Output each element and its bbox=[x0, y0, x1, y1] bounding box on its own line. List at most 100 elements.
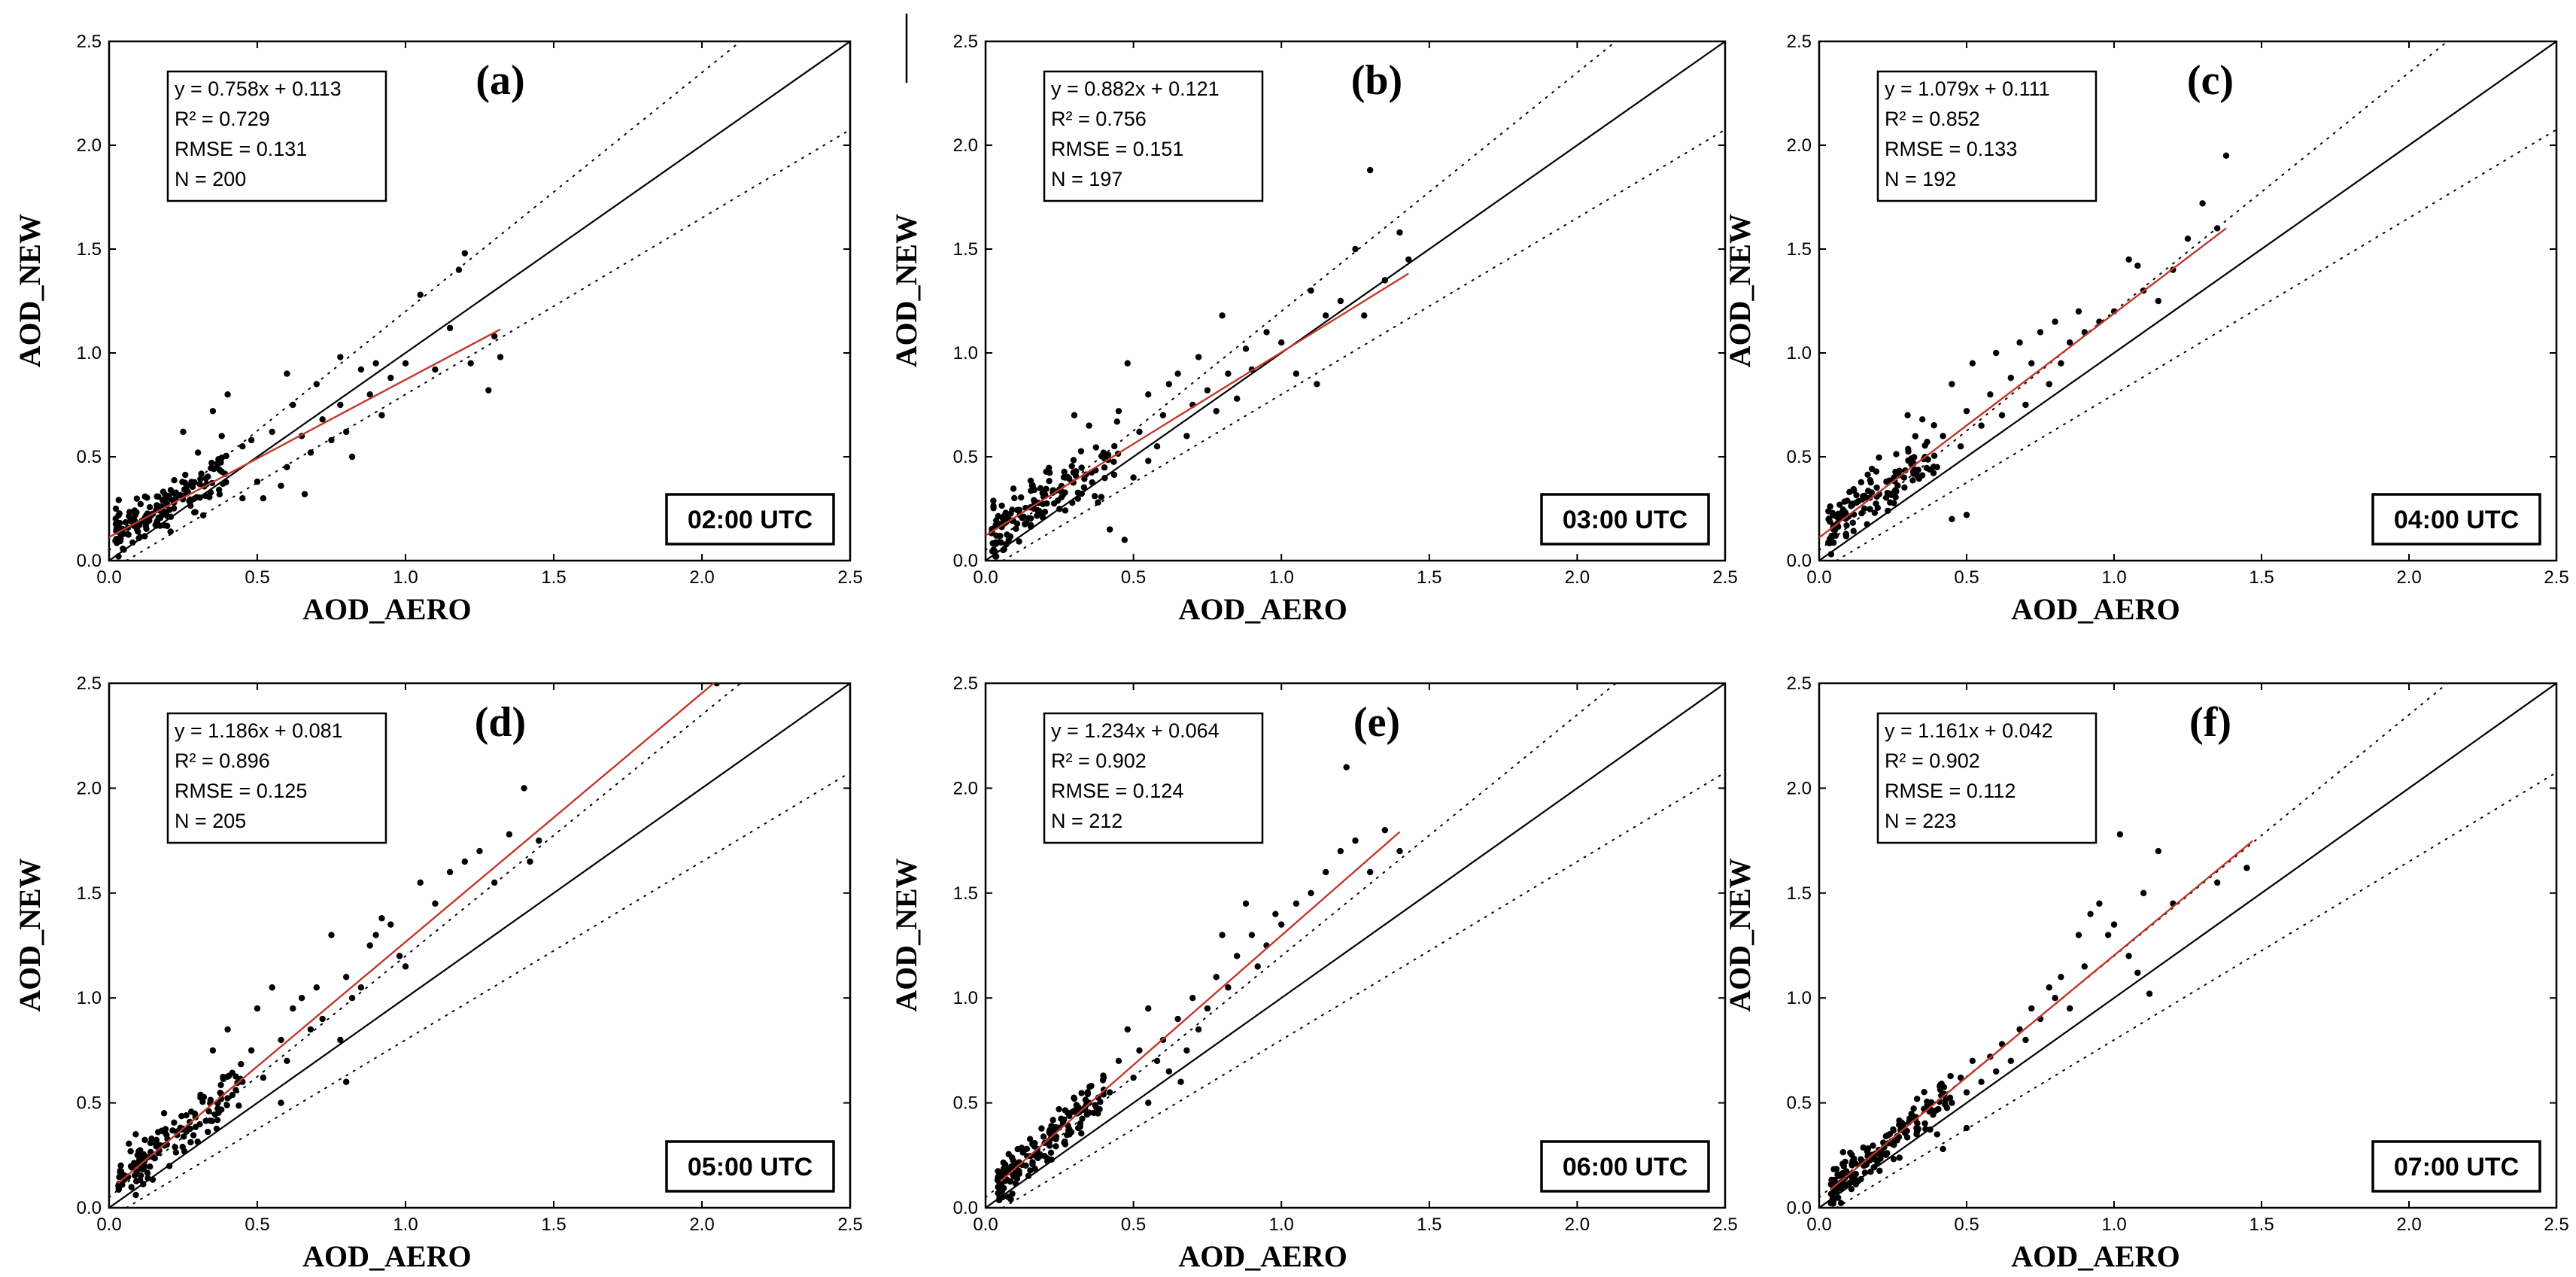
scatter-point bbox=[2067, 1005, 2073, 1012]
scatter-point bbox=[1031, 1143, 1038, 1150]
y-axis-label: AOD_NEW bbox=[889, 858, 923, 1011]
scatter-point bbox=[1056, 1105, 1062, 1113]
scatter-point bbox=[357, 984, 365, 991]
scatter-point bbox=[348, 995, 356, 1002]
x-tick-label: 0.0 bbox=[1806, 1215, 1831, 1235]
scatter-point bbox=[506, 831, 513, 838]
scatter-point bbox=[1113, 418, 1120, 425]
scatter-point bbox=[159, 488, 167, 495]
scatter-point bbox=[2022, 401, 2029, 409]
scatter-point bbox=[1915, 475, 1923, 482]
stats-box-frame bbox=[1876, 712, 2098, 844]
scatter-point bbox=[1018, 494, 1025, 501]
panel-f: 0.0 0.5 1.0 1.5 2.0 2.5 0.0 0.5 1.0 1.5 2.0 2.5 AOD_… bbox=[1723, 673, 2569, 1273]
scatter-point bbox=[1933, 1107, 1940, 1114]
scatter-point bbox=[2022, 1036, 2029, 1044]
scatter-point bbox=[1027, 477, 1034, 485]
scatter-point bbox=[1153, 1057, 1161, 1065]
scatter-point bbox=[1005, 1166, 1012, 1172]
scatter-point bbox=[195, 449, 202, 456]
scatter-point bbox=[1213, 974, 1220, 981]
scatter-point bbox=[133, 509, 140, 516]
stats-line: RMSE = 0.112 bbox=[1885, 780, 2016, 802]
scatter-point bbox=[1870, 1142, 1876, 1149]
scatter-point bbox=[260, 1074, 267, 1081]
scatter-point bbox=[1896, 1154, 1903, 1161]
scatter-point bbox=[1225, 984, 1232, 991]
scatter-point bbox=[1106, 526, 1113, 533]
scatter-point bbox=[1963, 512, 1970, 518]
scatter-point bbox=[1195, 1026, 1202, 1033]
x-tick-label: 2.5 bbox=[1712, 567, 1737, 588]
scatter-point bbox=[248, 436, 255, 444]
time-label-frame bbox=[1540, 1140, 1710, 1193]
scatter-point bbox=[1930, 470, 1937, 476]
scatter-point bbox=[1322, 312, 1329, 319]
scatter-point bbox=[127, 515, 134, 522]
y-tick-label: 2.5 bbox=[77, 32, 102, 52]
scatter-point bbox=[1074, 495, 1081, 502]
y-tick-label: 1.0 bbox=[1787, 343, 1812, 363]
scatter-point bbox=[1278, 921, 1285, 928]
scatter-point bbox=[1924, 1100, 1932, 1108]
scatter-point bbox=[1071, 412, 1078, 418]
y-axis-label: AOD_NEW bbox=[13, 214, 47, 367]
lower-envelope-line bbox=[1836, 771, 2556, 1208]
scatter-point bbox=[1405, 256, 1412, 263]
x-axis-label: AOD_AERO bbox=[1178, 1239, 1347, 1273]
scatter-point bbox=[998, 539, 1004, 546]
scatter-point bbox=[1037, 485, 1044, 491]
scatter-point bbox=[284, 1057, 290, 1065]
stats-box: y = 0.758x + 0.113 R² = 0.729 RMSE = 0.131… bbox=[166, 70, 387, 202]
scatter-point bbox=[1909, 468, 1917, 476]
scatter-point bbox=[284, 464, 290, 470]
scatter-point bbox=[1174, 1015, 1181, 1023]
scatter-point bbox=[232, 1073, 239, 1080]
scatter-point bbox=[313, 381, 320, 388]
y-tick-label: 2.5 bbox=[1787, 673, 1812, 694]
scatter-point bbox=[1110, 471, 1118, 479]
scatter-point bbox=[1864, 488, 1872, 494]
time-label-frame bbox=[2371, 1140, 2541, 1193]
scatter-point bbox=[1022, 1162, 1029, 1169]
scatter-point bbox=[284, 370, 290, 377]
scatter-point bbox=[2134, 262, 2141, 269]
x-tick-label: 0.5 bbox=[1121, 567, 1146, 588]
scatter-point bbox=[432, 366, 439, 373]
lower-envelope-line bbox=[1002, 771, 1725, 1208]
scatter-point bbox=[1993, 349, 2000, 357]
stats-line: y = 1.161x + 0.042 bbox=[1885, 719, 2053, 742]
scatter-point bbox=[446, 324, 454, 332]
one-to-one-line bbox=[1819, 41, 2556, 561]
scatter-point bbox=[2046, 984, 2052, 991]
scatter-point bbox=[476, 847, 483, 855]
x-tick-label: 1.5 bbox=[1417, 567, 1441, 588]
y-tick-label: 2.0 bbox=[1787, 778, 1812, 798]
scatter-point bbox=[1322, 868, 1329, 876]
scatter-point bbox=[1969, 360, 1976, 366]
scatter-point bbox=[1159, 412, 1167, 418]
scatter-point bbox=[1850, 528, 1857, 534]
y-tick-label: 1.0 bbox=[1787, 988, 1812, 1008]
plot-frame bbox=[108, 40, 852, 562]
scatter-point bbox=[1047, 1149, 1055, 1157]
y-tick-label: 0.0 bbox=[953, 551, 978, 571]
scatter-point bbox=[290, 401, 296, 409]
scatter-point bbox=[211, 465, 217, 473]
scatter-point bbox=[1861, 1169, 1869, 1176]
scatter-point bbox=[995, 512, 1002, 520]
y-tick-label: 2.0 bbox=[953, 135, 978, 156]
scatter-point bbox=[1922, 1126, 1929, 1133]
one-to-one-line bbox=[109, 683, 850, 1208]
scatter-point bbox=[1923, 464, 1930, 472]
scatter-point bbox=[995, 1196, 1003, 1204]
scatter-point bbox=[1041, 509, 1049, 515]
scatter-point bbox=[183, 1128, 190, 1135]
scatter-point bbox=[2007, 1057, 2014, 1065]
scatter-point bbox=[172, 1144, 178, 1151]
stats-line: N = 197 bbox=[1051, 168, 1122, 190]
x-tick-label: 0.5 bbox=[1954, 1215, 1979, 1235]
scatter-point bbox=[1942, 1096, 1949, 1104]
scatter-point bbox=[140, 1151, 147, 1158]
